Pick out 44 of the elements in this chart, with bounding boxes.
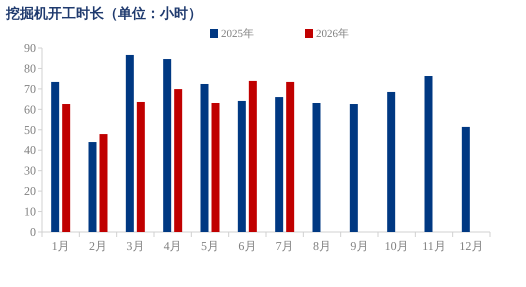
bar	[62, 104, 70, 232]
y-tick-label: 80	[24, 61, 36, 76]
bar	[275, 97, 284, 232]
bar	[238, 100, 246, 232]
x-tick-label: 11月	[422, 239, 446, 253]
bar	[126, 54, 134, 232]
bar	[286, 82, 294, 232]
x-tick-label: 6月	[238, 239, 256, 253]
bar	[212, 102, 220, 232]
y-tick-label: 30	[24, 164, 36, 178]
x-tick-label: 2月	[89, 239, 107, 253]
x-tick-label: 7月	[276, 239, 294, 253]
bar	[312, 102, 320, 232]
x-tick-label: 8月	[313, 239, 331, 253]
bar	[248, 80, 257, 232]
legend-label: 2025年	[221, 28, 254, 40]
y-tick-label: 20	[24, 184, 36, 198]
bar	[200, 84, 208, 232]
y-tick-label: 90	[24, 41, 36, 55]
y-tick-label: 60	[24, 102, 36, 116]
bar	[88, 142, 96, 232]
x-tick-label: 10月	[384, 239, 409, 253]
bar	[100, 134, 108, 232]
legend-label: 2026年	[316, 28, 349, 40]
x-tick-label: 1月	[52, 239, 70, 253]
y-tick-label: 50	[24, 122, 36, 137]
bar	[51, 82, 60, 232]
bar	[136, 102, 145, 232]
bar	[424, 76, 432, 232]
bar	[462, 126, 470, 232]
bar	[174, 89, 182, 232]
bar	[163, 59, 172, 232]
bar	[350, 104, 358, 232]
y-tick-label: 0	[30, 225, 36, 239]
chart-title: 挖掘机开工时长（单位：小时）	[5, 6, 202, 22]
y-tick-label: 10	[24, 204, 36, 219]
x-tick-label: 3月	[126, 239, 144, 253]
x-tick-label: 5月	[201, 239, 219, 253]
y-tick-label: 40	[24, 143, 36, 158]
x-tick-label: 12月	[459, 239, 484, 253]
x-tick-label: 9月	[350, 239, 368, 253]
x-tick-label: 4月	[164, 239, 182, 253]
y-tick-label: 70	[24, 82, 36, 96]
bar	[387, 92, 396, 232]
